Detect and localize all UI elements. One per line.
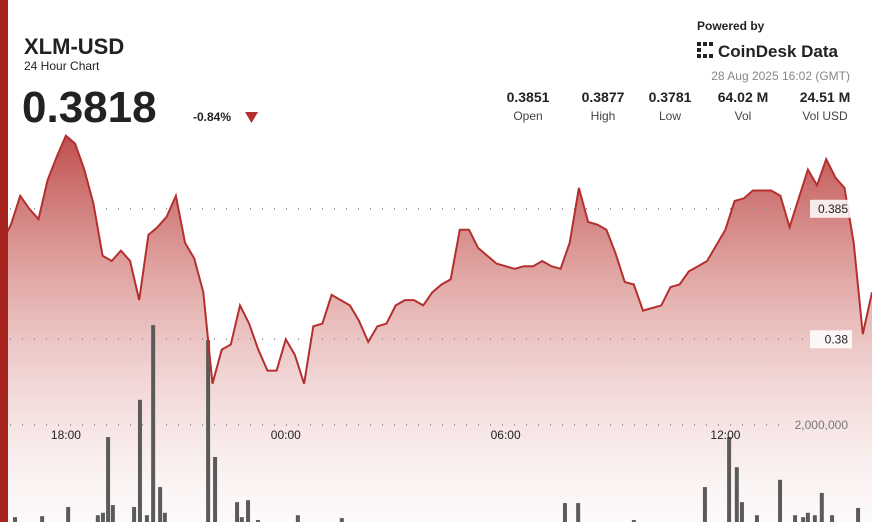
volume-bar <box>830 515 835 522</box>
volume-bar <box>631 520 636 522</box>
volume-bar <box>40 516 45 522</box>
y2-tick-label: 2,000,000 <box>795 418 849 432</box>
volume-bar <box>106 437 111 522</box>
volume-bar <box>801 517 806 522</box>
volume-bar <box>235 502 240 522</box>
stat-label: Vol USD <box>802 109 848 123</box>
volume-bar <box>805 512 810 522</box>
y-tick-label: 0.385 <box>818 202 848 216</box>
volume-bar <box>819 492 824 522</box>
y-label-bg <box>810 330 852 349</box>
brand-icon <box>697 42 713 58</box>
y-tick-label: 0.38 <box>825 332 849 346</box>
price-area <box>1 135 872 522</box>
x-tick-label: 18:00 <box>51 428 81 442</box>
volume-bar <box>100 512 105 522</box>
accent-bar <box>0 0 8 522</box>
volume-bar <box>255 520 260 522</box>
stats: 0.3851 Open 0.3877 High 0.3781 Low 64.02 M Vol 2… <box>507 89 851 123</box>
volume-bar <box>162 512 167 522</box>
y-label-bg <box>810 199 852 218</box>
volume-bar <box>778 479 783 522</box>
x-tick-label: 12:00 <box>710 428 740 442</box>
stat-label: Vol <box>735 109 752 123</box>
x-tick-label: 00:00 <box>271 428 301 442</box>
title: XLM-USD <box>24 34 124 59</box>
volume-bar <box>110 505 115 522</box>
volume-bar <box>339 518 344 522</box>
stat-value: 24.51 M <box>800 89 851 105</box>
x-tick-label: 06:00 <box>491 428 521 442</box>
price-line <box>0 134 872 385</box>
volume-bar <box>295 515 300 522</box>
volume-bar <box>754 515 759 522</box>
volume-bar <box>206 340 211 522</box>
volume-bar <box>95 515 100 522</box>
volume-bar <box>856 507 861 522</box>
volume-bar <box>239 517 244 522</box>
volume-bar <box>144 515 149 522</box>
change: -0.84% <box>193 110 231 124</box>
stat-label: Open <box>513 109 542 123</box>
price: 0.3818 <box>22 83 157 132</box>
stat-value: 0.3851 <box>507 89 550 105</box>
volume-bar <box>13 517 18 522</box>
volume-bar <box>246 500 251 522</box>
volume-bar <box>793 515 798 522</box>
volume-bar <box>562 503 567 522</box>
brand: CoinDesk Data <box>718 42 839 61</box>
stat-value: 64.02 M <box>718 89 769 105</box>
stat-label: Low <box>659 109 681 123</box>
subtitle: 24 Hour Chart <box>24 59 100 73</box>
volume-bar <box>702 487 707 522</box>
volume-bar <box>739 502 744 522</box>
stat-value: 0.3781 <box>649 89 692 105</box>
stat-value: 0.3877 <box>582 89 625 105</box>
volume-bar <box>132 506 137 522</box>
volume-bar <box>158 487 163 522</box>
powered-by: Powered by <box>697 19 765 33</box>
volume-bar <box>727 437 732 522</box>
plot: 0.38 0.385 2,000,000 18:00 00:00 06:00 12:00 <box>0 134 872 522</box>
volume-bar <box>576 503 581 522</box>
timestamp: 28 Aug 2025 16:02 (GMT) <box>711 69 850 83</box>
down-arrow <box>245 112 258 123</box>
stat-label: High <box>591 109 616 123</box>
volume-bar <box>812 515 817 522</box>
volume-bar <box>66 506 71 522</box>
volume-bar <box>137 399 142 522</box>
volume-bar <box>151 325 156 522</box>
volume-bar <box>734 467 739 522</box>
volume-bar <box>213 457 218 522</box>
